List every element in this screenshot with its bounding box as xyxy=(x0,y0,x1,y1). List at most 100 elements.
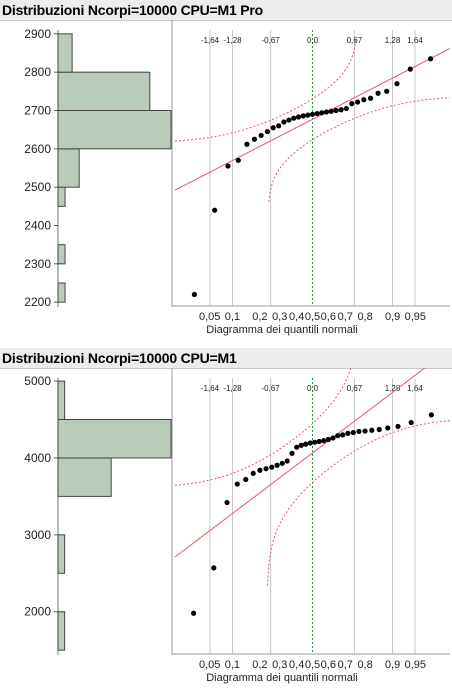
histogram-bar xyxy=(57,611,66,651)
histogram-bar xyxy=(57,380,66,421)
data-point xyxy=(258,132,264,139)
data-point xyxy=(314,110,320,117)
data-point xyxy=(224,499,230,506)
data-point xyxy=(279,460,285,466)
data-point xyxy=(325,436,331,443)
confidence-band-lower xyxy=(267,420,451,586)
probability-tick-label: 0,05 xyxy=(199,659,220,671)
data-point xyxy=(375,90,381,96)
chart-title: Distribuzioni Ncorpi=10000 CPU=M1 Pro xyxy=(2,2,264,18)
x-axis-label: Diagramma dei quantili normali xyxy=(206,324,358,336)
probability-tick-label: 0,5 xyxy=(305,659,320,671)
y-tick-label: 2800 xyxy=(24,65,51,79)
probability-tick-label: 0,8 xyxy=(357,659,372,671)
histogram-bar xyxy=(57,33,73,73)
confidence-band-upper xyxy=(174,36,357,142)
chart-panel-m1: Distribuzioni Ncorpi=10000 CPU=M1 2000 30… xyxy=(0,348,452,696)
probability-tick-label: 0,7 xyxy=(338,311,353,323)
distribution-plot: 2000 3000 4000 5000 -1,64 -1,28 -0,67 0,0 0,67 1,… xyxy=(24,368,451,684)
histogram-bar xyxy=(57,244,66,265)
data-point xyxy=(323,109,330,115)
z-tick-label: -0,67 xyxy=(262,36,281,45)
probability-tick-label: 0,95 xyxy=(405,659,426,671)
confidence-band-upper xyxy=(174,368,352,486)
z-tick-label: 0,0 xyxy=(307,384,319,393)
data-point xyxy=(300,113,306,119)
histogram-bar xyxy=(57,148,80,188)
data-point xyxy=(291,115,297,121)
z-tick-label: -0,67 xyxy=(262,384,281,393)
data-point xyxy=(225,163,231,169)
probability-tick-label: 0,4 xyxy=(289,311,304,323)
probability-tick-label: 0,05 xyxy=(199,311,220,323)
histogram-bar xyxy=(57,457,112,497)
probability-tick-label: 0,95 xyxy=(405,311,426,323)
histogram-bar xyxy=(57,110,172,150)
data-point xyxy=(321,438,327,444)
data-point xyxy=(270,125,276,131)
data-point xyxy=(281,119,287,125)
data-point xyxy=(269,464,275,470)
data-point xyxy=(361,97,367,103)
data-point xyxy=(309,111,316,117)
histogram-bar xyxy=(57,419,172,459)
data-point xyxy=(251,136,258,142)
y-tick-label: 2300 xyxy=(24,257,51,271)
data-point xyxy=(328,108,334,114)
data-point xyxy=(369,427,375,433)
z-tick-label: 1,64 xyxy=(407,384,423,393)
data-point xyxy=(276,123,282,129)
data-point xyxy=(243,476,249,483)
z-tick-label: 1,64 xyxy=(407,36,423,45)
probability-tick-label: 0,9 xyxy=(385,311,400,323)
data-point xyxy=(191,610,197,616)
z-tick-label: -1,28 xyxy=(223,36,242,45)
data-point xyxy=(307,440,313,446)
data-point xyxy=(384,88,390,94)
panel-header[interactable]: Distribuzioni Ncorpi=10000 CPU=M1 xyxy=(0,348,452,369)
data-point xyxy=(335,433,341,439)
data-point xyxy=(319,110,325,116)
probability-tick-label: 0,9 xyxy=(385,659,400,671)
data-point xyxy=(345,430,351,436)
probability-tick-label: 0,1 xyxy=(225,311,240,323)
probability-tick-label: 0,4 xyxy=(289,659,304,671)
data-point xyxy=(394,81,400,87)
y-tick-label: 2700 xyxy=(24,104,51,118)
chart-title: Distribuzioni Ncorpi=10000 CPU=M1 xyxy=(2,350,237,366)
histogram-bar xyxy=(57,534,66,574)
data-point xyxy=(212,207,218,213)
probability-tick-label: 0,3 xyxy=(272,659,287,671)
z-tick-label: 0,0 xyxy=(307,36,319,45)
fit-line xyxy=(174,48,451,191)
data-point xyxy=(330,435,336,441)
data-point xyxy=(303,441,309,447)
histogram-bar xyxy=(57,71,151,111)
data-point xyxy=(289,450,295,456)
z-tick-label: 0,67 xyxy=(347,384,363,393)
probability-tick-label: 0,6 xyxy=(321,659,336,671)
histogram-bar xyxy=(57,282,66,303)
y-tick-label: 2900 xyxy=(24,27,51,41)
data-point xyxy=(250,470,256,476)
data-point xyxy=(295,114,302,120)
data-point xyxy=(284,458,290,464)
probability-tick-label: 0,7 xyxy=(338,659,353,671)
data-point xyxy=(367,95,374,101)
distribution-plot: 2200 2300 2400 2500 2600 2700 2800 2900 -1,64 -1,… xyxy=(24,20,451,336)
data-point xyxy=(356,428,362,435)
z-tick-label: 1,28 xyxy=(385,384,401,393)
histogram-bar xyxy=(57,186,66,207)
data-point xyxy=(274,462,280,468)
data-point xyxy=(286,117,292,123)
confidence-band-lower xyxy=(268,97,450,202)
data-point xyxy=(235,157,241,163)
data-point xyxy=(349,101,355,107)
data-point xyxy=(354,99,361,105)
data-point xyxy=(428,412,434,418)
z-tick-label: -1,64 xyxy=(201,36,220,45)
panel-header[interactable]: Distribuzioni Ncorpi=10000 CPU=M1 Pro xyxy=(0,0,452,21)
data-point xyxy=(350,429,356,436)
y-tick-label: 2600 xyxy=(24,142,51,156)
data-point xyxy=(343,105,349,112)
